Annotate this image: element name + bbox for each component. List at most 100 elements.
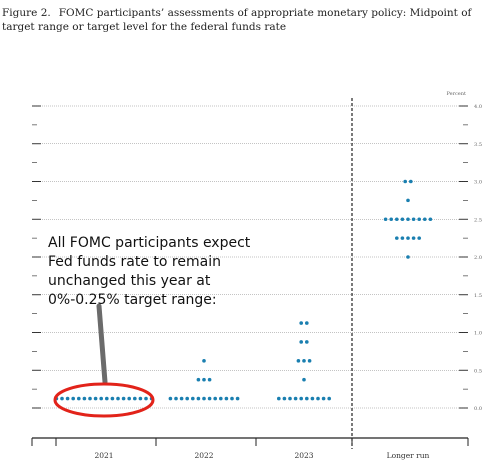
- dot-point: [406, 217, 410, 222]
- figure-title: FOMC participants’ assessments of approp…: [2, 7, 472, 33]
- dot-point: [305, 340, 309, 344]
- dot-point: [299, 340, 304, 344]
- dot-point: [144, 396, 148, 401]
- dot-point: [302, 359, 306, 363]
- y-tick-label: 0.5: [474, 368, 482, 374]
- dot-point: [179, 396, 184, 401]
- dot-point: [307, 359, 312, 363]
- dot-point: [403, 179, 408, 184]
- dot-point: [400, 236, 405, 240]
- dot-point: [116, 396, 120, 401]
- annotation: All FOMC participants expect Fed funds r…: [48, 235, 255, 418]
- y-unit-label: Percent: [447, 91, 466, 97]
- annotation-arrow: [96, 303, 108, 385]
- dot-point: [423, 217, 427, 222]
- dot-point: [196, 396, 201, 401]
- x-category-label: Longer run: [387, 451, 430, 460]
- dot-point: [93, 396, 98, 401]
- dot-point: [409, 179, 413, 184]
- dot-point: [230, 396, 234, 401]
- dot-point: [77, 396, 81, 401]
- dot-point: [99, 396, 103, 401]
- dot-point: [400, 217, 405, 222]
- grid-layer: [32, 105, 468, 409]
- dot-point: [65, 396, 70, 401]
- dot-point: [121, 396, 126, 401]
- dot-point: [282, 396, 287, 401]
- dot-point: [417, 217, 422, 222]
- dot-point: [302, 377, 306, 382]
- dot-point: [202, 377, 206, 382]
- dot-point: [127, 396, 131, 401]
- dot-point: [138, 396, 143, 401]
- dot-point: [213, 396, 217, 401]
- dot-point: [411, 217, 416, 222]
- dot-point: [191, 396, 195, 401]
- x-category-labels: 2021 2022 2023 Longer run: [94, 451, 429, 460]
- dot-point: [60, 396, 64, 401]
- dot-point: [310, 396, 315, 401]
- y-tick-label: 2.5: [474, 217, 482, 223]
- dot-point: [207, 396, 212, 401]
- dot-point: [196, 377, 201, 382]
- dot-point: [395, 236, 399, 240]
- dot-point: [327, 396, 332, 401]
- dot-point: [299, 321, 304, 325]
- dot-point: [207, 377, 212, 382]
- axis-layer: [31, 437, 469, 446]
- annotation-line: All FOMC participants expect: [48, 235, 251, 251]
- dot-point: [235, 396, 240, 401]
- dot-point: [316, 396, 320, 401]
- figure-caption: Figure 2. FOMC participants’ assessments …: [2, 6, 498, 34]
- y-tick-label: 2.0: [474, 255, 482, 261]
- dot-point: [288, 396, 292, 401]
- dot-point: [168, 396, 173, 401]
- dot-point: [383, 217, 388, 222]
- y-tick-label: 3.5: [474, 142, 482, 148]
- y-tick-label: 3.0: [474, 180, 482, 186]
- dot-point: [82, 396, 87, 401]
- annotation-text: All FOMC participants expect Fed funds r…: [48, 235, 255, 308]
- dot-point: [305, 396, 309, 401]
- dot-point: [185, 396, 189, 401]
- dot-point: [406, 255, 410, 259]
- annotation-line: Fed funds rate to remain: [48, 254, 221, 270]
- dot-point: [417, 236, 422, 240]
- y-tick-label: 1.0: [474, 331, 482, 337]
- dot-point: [224, 396, 229, 401]
- dot-point: [299, 396, 304, 401]
- dot-point: [395, 217, 399, 222]
- figure-number: Figure 2.: [2, 7, 51, 19]
- dot-point: [110, 396, 115, 401]
- dot-point: [105, 396, 109, 401]
- dot-point: [411, 236, 416, 240]
- y-tick-label: 4.0: [474, 104, 482, 110]
- dot-point: [428, 217, 433, 222]
- x-category-label: 2021: [94, 451, 113, 460]
- dot-point: [174, 396, 178, 401]
- y-tick-labels: 0.0 0.5 1.0 1.5 2.0 2.5 3.0 3.5 4.0: [474, 104, 482, 412]
- dots-layer: [54, 179, 433, 401]
- y-tick-label: 0.0: [474, 406, 482, 412]
- dot-point: [389, 217, 394, 222]
- dot-point: [406, 236, 410, 240]
- dot-point: [293, 396, 298, 401]
- dot-point: [277, 396, 281, 401]
- dot-point: [202, 359, 206, 363]
- dot-point: [219, 396, 223, 401]
- dot-point: [305, 321, 309, 325]
- annotation-line: 0%-0.25% target range:: [48, 292, 217, 308]
- x-category-label: 2023: [294, 451, 313, 460]
- dot-point: [321, 396, 326, 401]
- annotation-line: unchanged this year at: [48, 273, 211, 289]
- dot-point: [88, 396, 92, 401]
- dot-point: [202, 396, 206, 401]
- dot-point: [71, 396, 75, 401]
- dot-point: [296, 359, 301, 363]
- dot-point: [406, 198, 410, 203]
- highlight-ellipse: [53, 382, 155, 418]
- x-category-label: 2022: [194, 451, 213, 460]
- dot-point: [133, 396, 137, 401]
- y-tick-label: 1.5: [474, 293, 482, 299]
